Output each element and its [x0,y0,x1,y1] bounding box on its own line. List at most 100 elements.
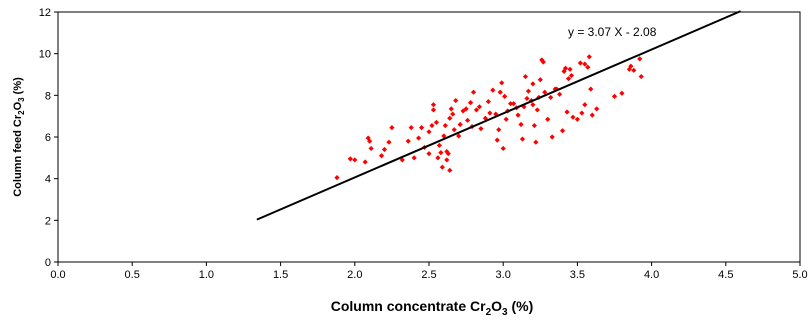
data-point [487,110,493,116]
data-point [586,54,592,60]
data-point [408,125,414,131]
x-tick-label: 4.0 [644,269,659,281]
data-point [519,136,526,142]
data-point [430,102,437,108]
data-point [574,116,580,122]
data-point [447,167,453,173]
data-point [418,125,425,131]
data-point [540,59,546,65]
data-point [561,68,567,74]
data-point [460,108,466,114]
x-axis-title-text: Column concentrate Cr [331,298,486,314]
data-point [521,104,527,110]
data-point [524,95,530,102]
data-point [456,133,462,139]
data-point [567,66,573,72]
data-point [426,129,432,135]
y-axis-title: Column feed Cr2O3 (%) [12,77,26,197]
data-point [577,60,583,66]
trendline-equation-label: y = 3.07 X - 2.08 [568,25,657,39]
data-point [368,145,374,152]
data-point [490,87,496,93]
data-point [441,133,447,139]
data-point [464,117,471,123]
data-point [457,121,463,128]
data-point [430,107,437,113]
x-tick-label: 3.0 [496,269,511,281]
plot-frame [57,11,801,263]
y-tick-label: 10 [39,49,51,61]
data-point [588,86,594,92]
data-point [549,134,555,140]
x-axis-ticks: 0.0 0.5 1.0 1.5 2.0 2.5 3.0 3.5 4.0 4.5 5.0 [50,262,808,281]
data-point [447,115,453,121]
data-point [568,72,575,79]
y-tick-label: 6 [45,132,51,144]
x-axis-title-sub2: 3 [502,307,508,318]
x-tick-label: 1.5 [273,269,288,281]
data-point [448,106,454,112]
data-point [436,142,442,148]
data-point [548,94,554,101]
x-axis-title-unit: (%) [508,298,534,314]
data-point [565,76,572,82]
data-point [628,63,634,69]
y-tick-label: 0 [45,257,51,269]
data-points [334,54,644,181]
x-axis-title-mid: O [491,298,502,314]
data-point [433,119,440,126]
data-point [497,89,503,95]
data-point [453,97,459,104]
y-axis-title-unit: (%) [12,77,24,98]
data-point [530,102,536,108]
data-point [579,110,585,116]
x-tick-label: 0.0 [50,269,65,281]
x-tick-label: 2.5 [421,269,436,281]
data-point [594,106,600,112]
data-point [503,116,509,122]
data-point [463,106,469,112]
data-point [399,157,405,163]
data-point [619,90,625,96]
data-point [485,98,491,105]
data-point [411,155,417,161]
x-tick-label: 5.0 [792,269,807,281]
x-axis-title-sub: 2 [486,307,492,318]
data-point [439,164,445,170]
data-point [564,109,570,115]
data-point [478,126,484,132]
data-point [585,64,591,70]
data-point [525,88,532,94]
data-point [530,81,536,87]
data-point [442,122,448,129]
data-point [334,175,340,181]
data-point [556,91,563,97]
data-point [589,112,595,118]
data-point [637,56,643,62]
x-tick-label: 1.0 [199,269,214,281]
data-point [522,73,529,80]
y-tick-label: 8 [45,90,51,102]
data-point [559,128,566,134]
data-point [444,157,450,163]
data-point [496,127,502,133]
data-point [352,157,358,163]
data-point [386,139,392,145]
data-point [499,80,505,86]
x-tick-label: 3.5 [570,269,585,281]
data-point [502,93,508,99]
data-point [542,89,548,95]
data-point [482,115,488,121]
data-point [347,156,353,162]
data-point [467,100,474,106]
y-axis-ticks: 0 2 4 6 8 10 12 [39,7,58,269]
data-point [389,125,395,131]
y-axis-title-sub2: 3 [17,97,26,102]
data-point [531,122,537,129]
data-point [494,137,500,143]
data-point [405,138,411,144]
data-point [638,73,644,80]
data-point [426,151,432,157]
y-tick-label: 4 [45,174,51,186]
